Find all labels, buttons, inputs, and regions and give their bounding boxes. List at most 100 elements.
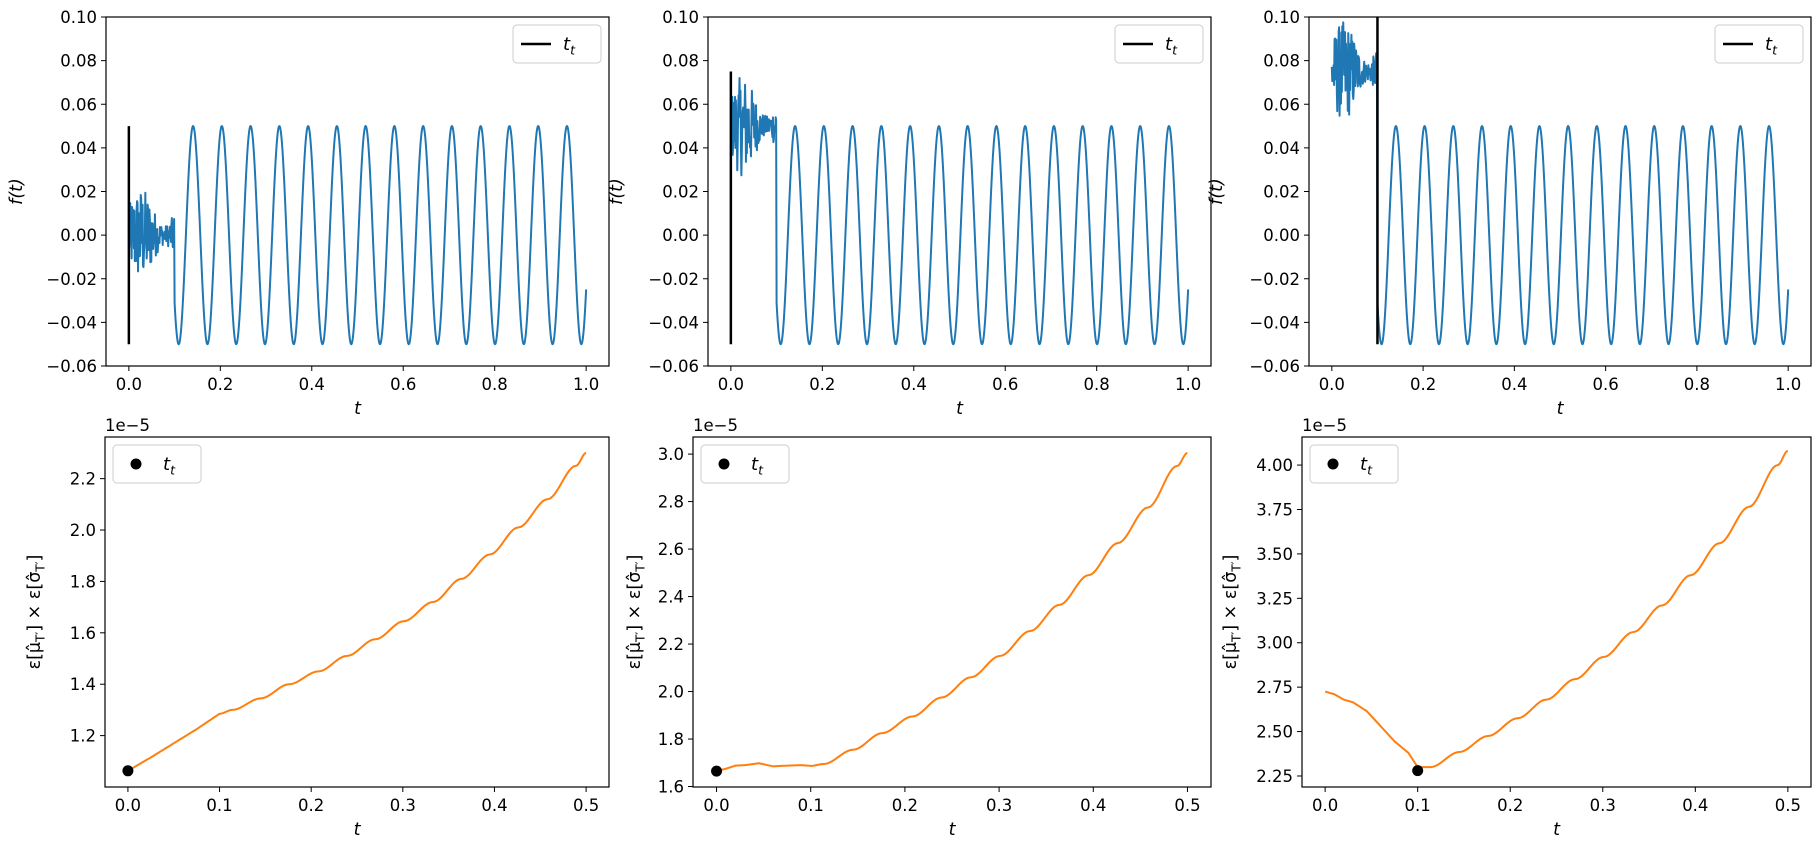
y-tick-label: −0.06 (46, 357, 97, 376)
y-tick-label: 2.2 (70, 470, 96, 489)
legend: tt​ (1309, 444, 1399, 484)
x-axis-label: t (1553, 820, 1561, 840)
x-tick-label: 0.3 (390, 796, 416, 815)
x-tick-label: 0.2 (207, 375, 233, 394)
plot-area (1330, 17, 1790, 346)
x-tick-label: 0.5 (1174, 796, 1200, 815)
legend-label: tt​ (1765, 34, 1778, 58)
y-tick-label: 0.08 (1263, 52, 1300, 71)
y-tick-label: −0.02 (1249, 270, 1300, 289)
plot-area (1324, 449, 1789, 777)
plot-area (122, 451, 587, 777)
y-tick-label: 2.0 (70, 521, 96, 540)
x-tick-label: 0.2 (298, 796, 324, 815)
y-tick-label: 0.06 (60, 95, 97, 114)
y-tick-label: −0.06 (1249, 357, 1300, 376)
x-tick-label: 0.8 (1684, 375, 1710, 394)
y-tick-label: 0.08 (662, 52, 699, 71)
legend: tt​ (512, 24, 602, 64)
x-tick-label: 0.2 (1410, 375, 1436, 394)
y-tick-label: 0.00 (1263, 226, 1300, 245)
legend-box (1114, 24, 1204, 64)
legend-label: tt​ (163, 454, 176, 478)
y-tick-label: 0.10 (662, 8, 699, 27)
x-tick-label: 1.0 (573, 375, 599, 394)
legend-box (1714, 24, 1804, 64)
switch-time-point (122, 765, 134, 777)
x-tick-label: 0.6 (390, 375, 416, 394)
legend-label: tt​ (1165, 34, 1178, 58)
y-tick-label: 0.10 (60, 8, 97, 27)
x-tick-label: 0.2 (809, 375, 835, 394)
x-tick-label: 0.4 (901, 375, 927, 394)
y-tick-label: 0.04 (1263, 139, 1300, 158)
x-tick-label: 0.4 (1080, 796, 1106, 815)
subplot-bottom-left: 0.0 0.1 0.2 0.3 0.4 0.5 1.2 1.4 1.6 1.8 2.0 2.2 t ε[μ… (25, 416, 610, 840)
y-axis-label: ε[μ̂T′​] × ε[σ̂T′​] (25, 555, 47, 670)
y-tick-label: 0.00 (60, 226, 97, 245)
x-tick-label: 0.1 (798, 796, 824, 815)
y-tick-label: 3.75 (1256, 500, 1293, 519)
x-tick-label: 1.0 (1775, 375, 1801, 394)
y-tick-label: 0.02 (1263, 183, 1300, 202)
plot-area (127, 125, 588, 346)
x-axis-label: t (354, 820, 362, 840)
x-tick-label: 0.0 (116, 375, 142, 394)
subplot-top-center: 0.0 0.2 0.4 0.6 0.8 1.0 −0.06 −0.04 −0.02 0.00 0.0… (607, 8, 1212, 419)
x-tick-label: 0.4 (1682, 796, 1708, 815)
legend-dot-icon (130, 458, 142, 470)
legend: tt​ (1114, 24, 1204, 64)
legend: tt​ (1714, 24, 1804, 64)
legend-box (512, 24, 602, 64)
x-tick-label: 0.4 (481, 796, 507, 815)
x-tick-label: 0.5 (1775, 796, 1801, 815)
y-tick-label: 2.75 (1256, 678, 1293, 697)
y-tick-label: 3.0 (658, 445, 684, 464)
y-tick-label: 1.4 (70, 675, 96, 694)
y-tick-label: 2.4 (658, 588, 684, 607)
y-axis-label: f(t) (7, 178, 27, 205)
y-tick-label: −0.06 (648, 357, 699, 376)
y-tick-label: 3.25 (1256, 589, 1293, 608)
legend-box (1309, 444, 1399, 484)
x-tick-label: 0.6 (1593, 375, 1619, 394)
axes-frame (692, 436, 1212, 788)
x-tick-label: 0.3 (986, 796, 1012, 815)
y-tick-label: 3.50 (1256, 545, 1293, 564)
y-tick-label: −0.04 (648, 313, 699, 332)
switch-time-point (711, 765, 723, 777)
legend-box (112, 444, 202, 484)
x-tick-label: 0.0 (703, 796, 729, 815)
x-tick-label: 0.6 (992, 375, 1018, 394)
axes-frame (104, 436, 610, 788)
y-tick-label: 1.6 (658, 778, 684, 797)
x-tick-label: 0.4 (299, 375, 325, 394)
y-offset-text: 1e−5 (105, 416, 150, 435)
signal-line (127, 125, 588, 346)
legend: tt​ (112, 444, 202, 484)
x-tick-label: 0.0 (718, 375, 744, 394)
y-tick-label: 2.8 (658, 493, 684, 512)
y-tick-label: −0.02 (46, 270, 97, 289)
y-tick-label: 0.02 (60, 183, 97, 202)
y-tick-label: 2.2 (658, 635, 684, 654)
y-tick-label: 0.08 (60, 52, 97, 71)
y-tick-label: 2.0 (658, 683, 684, 702)
y-tick-label: 1.8 (70, 572, 96, 591)
y-axis-label: ε[μ̂T′​] × ε[σ̂T′​] (625, 555, 647, 670)
legend-box (700, 444, 790, 484)
y-tick-label: 0.02 (662, 183, 699, 202)
y-tick-label: 0.00 (662, 226, 699, 245)
subplot-bottom-right: 0.0 0.1 0.2 0.3 0.4 0.5 2.25 2.50 2.75 3.00 3.25 3.… (1221, 416, 1812, 840)
subplot-top-right: 0.0 0.2 0.4 0.6 0.8 1.0 −0.06 −0.04 −0.02 0.00 0.0… (1207, 8, 1812, 419)
y-tick-label: 4.00 (1256, 456, 1293, 475)
subplot-bottom-center: 0.0 0.1 0.2 0.3 0.4 0.5 1.6 1.8 2.0 2.2 2.4 2.6 2.8 3… (625, 416, 1212, 840)
y-tick-label: 0.06 (1263, 95, 1300, 114)
error-product-line (716, 451, 1188, 773)
legend-label: tt​ (751, 454, 764, 478)
subplot-top-left: 0.0 0.2 0.4 0.6 0.8 1.0 −0.06 −0.04 −0.02 0.00 0.0… (7, 8, 610, 419)
x-tick-label: 0.8 (1084, 375, 1110, 394)
legend-label: tt​ (563, 34, 576, 58)
y-tick-label: 1.8 (658, 730, 684, 749)
y-tick-label: 1.2 (70, 727, 96, 746)
